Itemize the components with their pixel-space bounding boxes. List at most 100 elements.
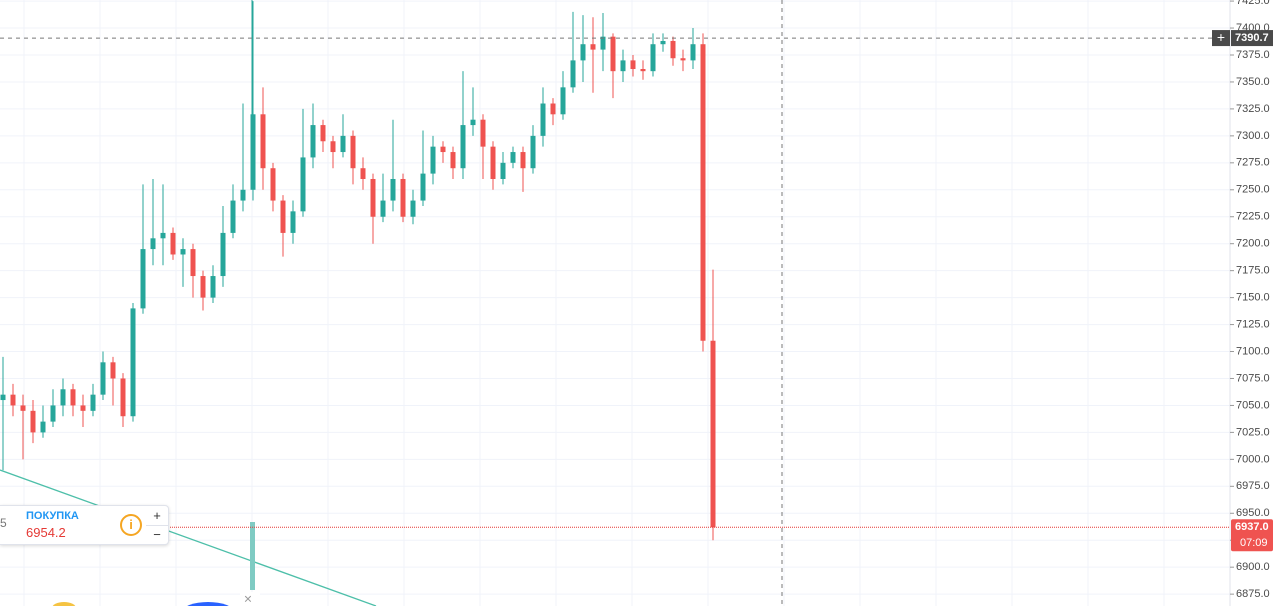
badge bbox=[52, 602, 76, 606]
candle-body bbox=[220, 232, 226, 277]
candle-body bbox=[620, 60, 626, 72]
candle-body bbox=[320, 125, 326, 142]
candle-body bbox=[40, 421, 46, 433]
y-tick-label: 7325.0 bbox=[1236, 103, 1270, 115]
candle-body bbox=[550, 103, 556, 115]
candle-body bbox=[100, 362, 106, 395]
candle-body bbox=[80, 405, 86, 411]
candle-body bbox=[0, 394, 6, 401]
candle-body bbox=[420, 173, 426, 201]
candle-body bbox=[660, 40, 666, 45]
last-price-label: 6937.0 bbox=[1235, 521, 1269, 533]
y-tick-label: 7350.0 bbox=[1236, 76, 1270, 88]
candle-body bbox=[540, 103, 546, 136]
y-tick-label: 7125.0 bbox=[1236, 318, 1270, 330]
y-tick-label: 7375.0 bbox=[1236, 49, 1270, 61]
price-grid bbox=[0, 0, 1230, 595]
candle-body bbox=[640, 69, 646, 72]
crosshair-label-box bbox=[1231, 30, 1273, 47]
candle-body bbox=[190, 249, 196, 277]
candle-body bbox=[330, 141, 336, 153]
candle-body bbox=[530, 135, 536, 169]
info-icon[interactable]: i bbox=[120, 514, 142, 536]
candle-body bbox=[450, 152, 456, 169]
y-tick-label: 7025.0 bbox=[1236, 426, 1270, 438]
price-axis: 6875.06900.06925.06950.06975.07000.07025… bbox=[1212, 0, 1273, 600]
candle-body bbox=[650, 44, 656, 72]
candle-body bbox=[250, 114, 256, 190]
candle-body bbox=[140, 249, 146, 309]
last-price-box bbox=[1231, 519, 1273, 552]
candle-body bbox=[120, 378, 126, 417]
candle-body bbox=[470, 119, 476, 126]
y-tick-label: 7050.0 bbox=[1236, 399, 1270, 411]
candle-body bbox=[630, 60, 636, 70]
close-icon[interactable]: × bbox=[244, 591, 252, 606]
close-box bbox=[240, 592, 260, 606]
candle-body bbox=[10, 394, 16, 406]
y-tick-label: 7225.0 bbox=[1236, 211, 1270, 223]
plus-button[interactable]: + bbox=[153, 508, 161, 523]
candle-body bbox=[350, 135, 356, 169]
candle-body bbox=[570, 60, 576, 88]
y-tick-label: 7275.0 bbox=[1236, 157, 1270, 169]
countdown: 07:09 bbox=[1240, 537, 1268, 549]
candle-body bbox=[380, 200, 386, 217]
candle-body bbox=[300, 157, 306, 212]
candle-body bbox=[70, 389, 76, 406]
candle-body bbox=[210, 276, 216, 298]
crosshair-plus: + bbox=[1217, 29, 1225, 45]
candle-body bbox=[520, 152, 526, 169]
candle-body bbox=[30, 410, 36, 433]
candle-body bbox=[670, 40, 676, 59]
y-tick-label: 7200.0 bbox=[1236, 238, 1270, 250]
trend-line bbox=[0, 469, 377, 606]
candle-body bbox=[60, 389, 66, 406]
y-tick-label: 7425.0 bbox=[1236, 0, 1270, 7]
y-tick-label: 6975.0 bbox=[1236, 480, 1270, 492]
crosshair-label: 7390.7 bbox=[1235, 32, 1269, 44]
candle-body bbox=[390, 178, 396, 201]
candle-body bbox=[500, 162, 506, 179]
candle-body bbox=[230, 200, 236, 233]
y-tick-label: 6950.0 bbox=[1236, 507, 1270, 519]
candle-body bbox=[270, 168, 276, 201]
time-grid bbox=[23, 0, 1165, 606]
candle-body bbox=[680, 58, 686, 61]
candle-body bbox=[340, 135, 346, 153]
candle-body bbox=[50, 405, 56, 422]
y-tick-label: 7075.0 bbox=[1236, 372, 1270, 384]
y-tick-label: 7175.0 bbox=[1236, 265, 1270, 277]
minus-button[interactable]: − bbox=[146, 525, 168, 544]
candle-body bbox=[90, 394, 96, 411]
y-tick-label: 7150.0 bbox=[1236, 292, 1270, 304]
candle-body bbox=[600, 36, 606, 50]
candle-body bbox=[510, 152, 516, 163]
candle-body bbox=[280, 200, 286, 233]
candle-body bbox=[690, 44, 696, 61]
candle-body bbox=[560, 87, 566, 115]
candle-body bbox=[480, 119, 486, 147]
candle-body bbox=[240, 189, 246, 201]
candle-body bbox=[310, 125, 316, 158]
order-widget[interactable]: 5 ПОКУПКА 6954.2 i + − bbox=[0, 505, 169, 545]
candle-body bbox=[130, 308, 136, 417]
order-price: 6954.2 bbox=[26, 525, 66, 540]
edge-text: 5 bbox=[0, 516, 7, 530]
candle-body bbox=[590, 44, 596, 50]
y-tick-label: 7300.0 bbox=[1236, 130, 1270, 142]
candle-body bbox=[710, 340, 716, 528]
candle-body bbox=[160, 232, 166, 239]
candles bbox=[0, 1, 716, 541]
y-tick-label: 7250.0 bbox=[1236, 184, 1270, 196]
candle-body bbox=[290, 211, 296, 233]
crosshair-plus-box bbox=[1212, 30, 1230, 47]
candle-body bbox=[440, 146, 446, 153]
candle-body bbox=[20, 405, 26, 411]
candle-body bbox=[150, 238, 156, 250]
candle-body bbox=[360, 168, 366, 179]
candle-body bbox=[200, 276, 206, 298]
button[interactable] bbox=[182, 602, 234, 606]
